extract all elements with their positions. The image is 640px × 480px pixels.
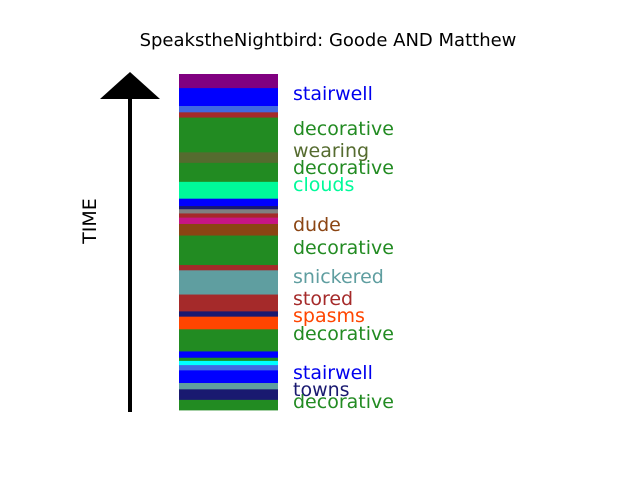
timeline-label: decorative <box>293 237 394 259</box>
timeline-segment <box>179 388 278 400</box>
timeline-segment <box>179 264 278 271</box>
timeline-label: stairwell <box>293 362 373 384</box>
timeline-label: stored <box>293 288 353 310</box>
timeline-segment <box>179 357 278 361</box>
timeline-segment <box>179 351 278 358</box>
timeline-segment <box>179 198 278 207</box>
timeline-segment <box>179 87 278 106</box>
timeline-segment <box>179 74 278 89</box>
timeline-label: decorative <box>293 118 394 140</box>
timeline-label: decorative <box>293 391 394 413</box>
timeline-segment <box>179 235 278 266</box>
timeline-labels: stairwelldecorativewearingdecorativeclou… <box>293 83 394 413</box>
timeline-segment <box>179 294 278 312</box>
timeline-label: dude <box>293 214 341 236</box>
chart-title: SpeakstheNightbird: Goode AND Matthew <box>139 30 517 51</box>
timeline-segment <box>179 360 278 366</box>
timeline-segment <box>179 364 278 371</box>
timeline-segment <box>179 111 278 118</box>
timeline-segment <box>179 269 278 295</box>
timeline-label: clouds <box>293 174 354 196</box>
timeline-label: snickered <box>293 266 384 288</box>
timeline-segment <box>179 399 278 411</box>
timeline-segment <box>179 213 278 218</box>
timeline-segment <box>179 223 278 236</box>
timeline-segment <box>179 217 278 224</box>
timeline-segment <box>179 162 278 182</box>
time-arrow-head <box>100 72 160 99</box>
timeline-segment <box>179 181 278 199</box>
timeline-label: decorative <box>293 323 394 345</box>
timeline-label: spasms <box>293 305 365 327</box>
timeline-segment <box>179 316 278 330</box>
timeline-label: wearing <box>293 140 369 162</box>
timeline-segment <box>179 328 278 352</box>
timeline-segment <box>179 205 278 210</box>
timeline-segment <box>179 117 278 153</box>
timeline-segment <box>179 310 278 317</box>
timeline-strip <box>179 74 278 411</box>
timeline-segment <box>179 369 278 384</box>
timeline-segment <box>179 151 278 163</box>
timeline-label: stairwell <box>293 83 373 105</box>
timeline-segment <box>179 382 278 390</box>
timeline-label: decorative <box>293 157 394 179</box>
timeline-segment <box>179 208 278 214</box>
timeline-label: towns <box>293 379 350 401</box>
timeline-segment <box>179 105 278 113</box>
time-axis-label: TIME <box>79 198 101 245</box>
